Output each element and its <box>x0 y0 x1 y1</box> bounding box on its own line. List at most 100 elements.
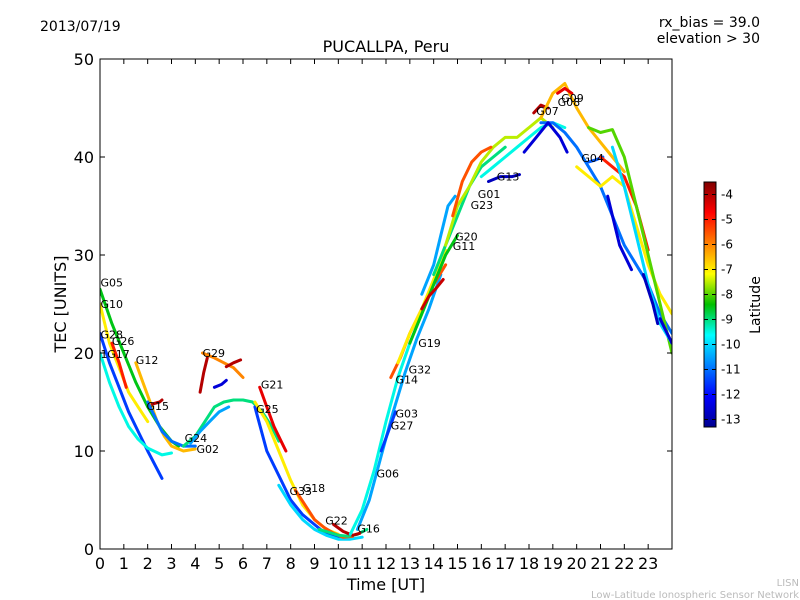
series-line-g04b <box>522 121 569 154</box>
colorbar-tick-label: -7 <box>721 263 733 277</box>
watermark-network: Low-Latitude Ionospheric Sensor Network <box>591 590 799 600</box>
x-tick-label: 14 <box>423 554 443 573</box>
chart-title: PUCALLPA, Peru <box>323 37 450 56</box>
series-line-g29c <box>212 378 228 389</box>
x-tick-label: 3 <box>166 554 176 573</box>
sat-label-g05: G05 <box>101 276 124 289</box>
y-tick-label: 20 <box>74 344 94 363</box>
x-tick-label: 17 <box>495 554 515 573</box>
series-line-g33 <box>277 483 364 541</box>
colorbar-tick-label: -10 <box>721 338 741 352</box>
series-line-g19 <box>408 233 459 345</box>
sat-label-g03: G03 <box>396 408 419 421</box>
series-line-g25 <box>253 405 352 539</box>
series-line-s6 <box>641 273 660 326</box>
sat-label-g13: G13 <box>497 171 520 184</box>
series-line-s5 <box>606 194 633 272</box>
sat-label-1: 1 <box>101 348 108 361</box>
sat-label-g06: G06 <box>377 468 400 481</box>
series-line-g27 <box>355 273 443 531</box>
series-layer <box>100 82 672 541</box>
series-line-g06 <box>348 282 436 536</box>
sat-label-g16: G16 <box>357 522 380 535</box>
series-line-g01 <box>451 145 493 218</box>
series-line-g15b <box>150 398 164 406</box>
y-tick-label: 50 <box>74 50 94 69</box>
x-tick-label: 21 <box>590 554 610 573</box>
sat-label-g09: G09 <box>561 92 584 105</box>
series-line-g13 <box>487 173 521 183</box>
x-tick-label: 4 <box>190 554 200 573</box>
sat-label-g21: G21 <box>261 378 284 391</box>
x-tick-label: 5 <box>214 554 224 573</box>
sat-label-g18: G18 <box>303 482 326 495</box>
sat-label-g11: G11 <box>453 240 476 253</box>
sat-label-g17: G17 <box>107 348 130 361</box>
colorbar-tick-label: -8 <box>721 288 733 302</box>
x-tick-label: 7 <box>262 554 272 573</box>
series-line-g29d <box>224 358 243 369</box>
series-line-g19b <box>420 278 445 311</box>
x-tick-label: 10 <box>328 554 348 573</box>
y-tick-label: 0 <box>84 540 94 559</box>
series-line-g21 <box>258 385 288 453</box>
series-line-s7 <box>658 317 672 345</box>
x-tick-label: 22 <box>614 554 634 573</box>
x-tick-label: 1 <box>119 554 129 573</box>
x-tick-label: 8 <box>286 554 296 573</box>
series-line-g20 <box>420 194 457 296</box>
colorbar-tick-label: -9 <box>721 313 733 327</box>
x-tick-label: 6 <box>238 554 248 573</box>
series-line-g08 <box>556 86 574 95</box>
sat-label-g19: G19 <box>418 337 441 350</box>
sat-label-g24: G24 <box>185 432 208 445</box>
sat-label-g12: G12 <box>136 354 159 367</box>
x-tick-label: 19 <box>543 554 563 573</box>
sat-label-g02: G02 <box>197 443 220 456</box>
series-line-g17 <box>100 351 173 457</box>
sat-label-g04: G04 <box>581 152 604 165</box>
series-line-s3 <box>587 126 672 355</box>
colorbar-tick-label: -13 <box>721 413 741 427</box>
sat-label-g01: G01 <box>478 188 501 201</box>
sat-label-g15: G15 <box>147 400 170 413</box>
sat-label-g08: G08 <box>558 96 581 109</box>
colorbar-tick-label: -4 <box>721 188 733 202</box>
sat-label-g28: G28 <box>101 328 124 341</box>
series-line-g28 <box>100 331 164 480</box>
x-tick-label: 9 <box>309 554 319 573</box>
x-tick-label: 23 <box>638 554 658 573</box>
date-label: 2013/07/19 <box>40 19 121 35</box>
rx-bias-label: rx_bias = 39.0 <box>659 15 760 31</box>
x-tick-label: 13 <box>400 554 420 573</box>
colorbar-tick-label: -11 <box>721 363 741 377</box>
y-axis-label: TEC [UNITS] <box>51 256 70 354</box>
sat-label-g33: G33 <box>290 485 313 498</box>
sat-label-g29: G29 <box>203 347 226 360</box>
sat-label-g10: G10 <box>101 298 124 311</box>
colorbar <box>703 181 717 428</box>
x-tick-label: 18 <box>519 554 539 573</box>
x-tick-label: 11 <box>352 554 372 573</box>
x-tick-label: 12 <box>376 554 396 573</box>
sat-label-g25: G25 <box>256 403 279 416</box>
series-line-g16 <box>332 523 362 537</box>
sat-label-g27: G27 <box>391 419 414 432</box>
series-line-g29b <box>198 356 209 394</box>
colorbar-label: Latitude <box>748 276 764 334</box>
sat-label-g26: G26 <box>112 335 135 348</box>
sat-label-g32: G32 <box>409 364 432 377</box>
colorbar-tick-label: -12 <box>721 388 741 402</box>
elevation-label: elevation > 30 <box>657 31 760 47</box>
series-line-g26 <box>110 341 128 389</box>
colorbar-tick-label: -6 <box>721 238 733 252</box>
series-line-g29 <box>201 351 245 379</box>
sat-label-g07: G07 <box>536 105 559 118</box>
x-tick-label: 15 <box>447 554 467 573</box>
series-line-g02 <box>189 405 231 445</box>
colorbar-tick-label: -5 <box>721 213 733 227</box>
sat-label-g23: G23 <box>471 199 494 212</box>
x-tick-label: 16 <box>471 554 491 573</box>
